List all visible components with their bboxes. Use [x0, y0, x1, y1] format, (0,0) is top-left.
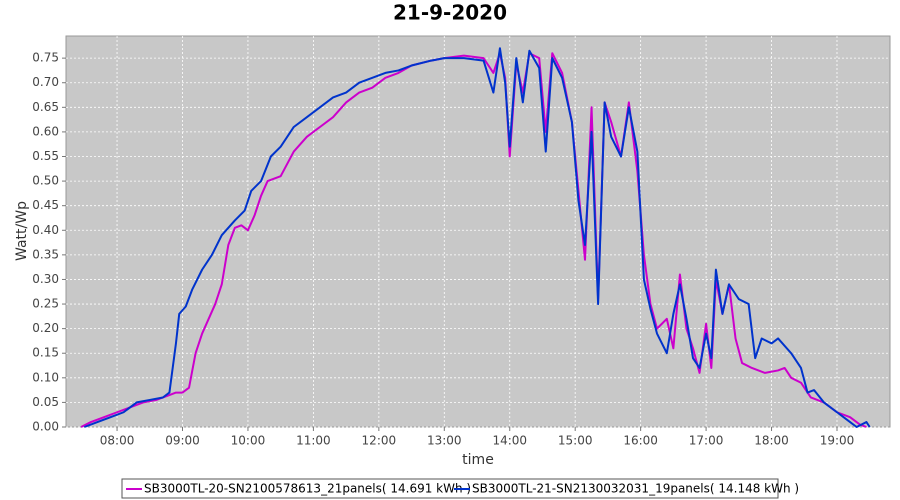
x-tick-label: 17:00 [689, 434, 724, 448]
y-tick-label: 0.35 [32, 247, 59, 261]
x-tick-label: 13:00 [427, 434, 462, 448]
x-tick-label: 15:00 [558, 434, 593, 448]
y-tick-label: 0.40 [32, 223, 59, 237]
y-tick-label: 0.55 [32, 149, 59, 163]
x-tick-label: 16:00 [623, 434, 658, 448]
plot-area [65, 35, 891, 428]
x-axis-label: time [462, 452, 494, 468]
legend-text: SB3000TL-20-SN2100578613_21panels( 14.69… [144, 482, 471, 496]
y-tick-label: 0.15 [32, 346, 59, 360]
y-axis-label: Watt/Wp [14, 201, 30, 261]
y-tick-label: 0.75 [32, 51, 59, 65]
y-tick-label: 0.00 [32, 420, 59, 434]
x-tick-label: 19:00 [820, 434, 855, 448]
y-tick-label: 0.25 [32, 297, 59, 311]
y-tick-label: 0.30 [32, 272, 59, 286]
x-tick-label: 11:00 [296, 434, 331, 448]
legend-text: SB3000TL-21-SN2130032031_19panels( 14.14… [472, 482, 799, 496]
x-tick-label: 10:00 [231, 434, 266, 448]
series-line [83, 47, 871, 428]
y-tick-label: 0.70 [32, 75, 59, 89]
y-tick-label: 0.10 [32, 370, 59, 384]
y-tick-label: 0.50 [32, 174, 59, 188]
y-tick-label: 0.45 [32, 198, 59, 212]
x-tick-label: 18:00 [754, 434, 789, 448]
x-tick-label: 09:00 [165, 434, 200, 448]
y-tick-label: 0.65 [32, 100, 59, 114]
y-tick-label: 0.05 [32, 395, 59, 409]
x-tick-label: 14:00 [492, 434, 527, 448]
y-tick-label: 0.60 [32, 124, 59, 138]
x-tick-label: 08:00 [100, 434, 135, 448]
y-tick-label: 0.20 [32, 321, 59, 335]
chart-title: 21-9-2020 [393, 1, 507, 25]
x-tick-label: 12:00 [362, 434, 397, 448]
legend [121, 478, 779, 499]
